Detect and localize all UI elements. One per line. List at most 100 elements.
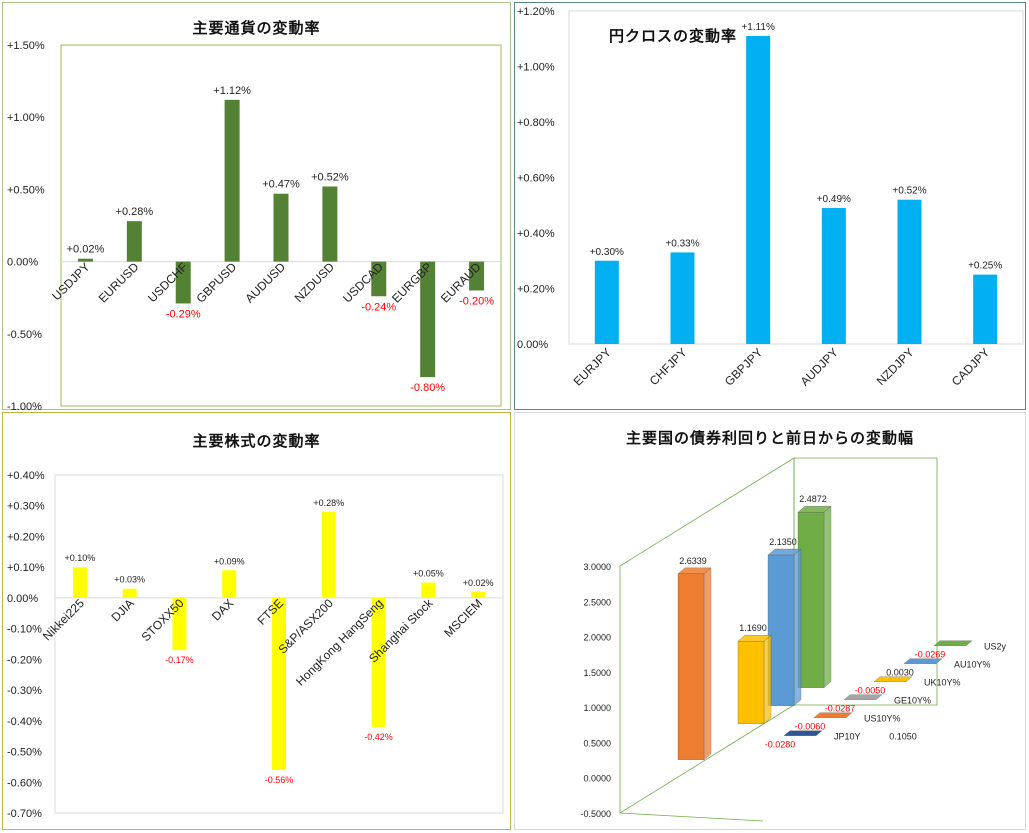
data-label: +0.47%: [262, 179, 300, 191]
category-label: CHFJPY: [647, 345, 690, 388]
category-label: AUDJPY: [798, 345, 841, 388]
y-tick-label: 2.0000: [583, 633, 611, 643]
data-label: -0.29%: [166, 308, 201, 320]
y-tick-label: -0.50%: [7, 747, 42, 759]
y-tick-label: -0.40%: [7, 716, 42, 728]
y-tick-label: 3.0000: [583, 562, 611, 572]
bar: [371, 261, 387, 297]
change-bar: [933, 640, 973, 646]
chart-title: 円クロスの変動率: [608, 28, 737, 45]
data-label: +0.02%: [67, 244, 105, 256]
bar: [126, 221, 142, 262]
data-label: +0.28%: [313, 498, 344, 508]
change-value-label: -0.0269: [915, 650, 946, 660]
yield-value-label: 1.1690: [739, 623, 767, 633]
y-tick-label: -0.20%: [7, 654, 42, 666]
data-label: +0.02%: [463, 578, 494, 588]
category-label: NZDUSD: [292, 260, 337, 305]
chart-title: 主要株式の変動率: [192, 433, 321, 450]
y-tick-label: 0.00%: [517, 339, 548, 351]
currency-chart-canvas: +1.50% +1.00% +0.50% 0.00% -0.50% -1.00% +0.02…: [7, 40, 502, 411]
y-tick-label: +0.20%: [7, 531, 45, 543]
data-label: +0.33%: [665, 238, 699, 249]
y-tick-label: +0.40%: [517, 228, 555, 240]
y-tick-label: +0.40%: [7, 470, 45, 482]
data-label: -0.20%: [459, 295, 494, 307]
bond-yield-chart: 主要国の債券利回りと前日からの変動幅 3.0000 2.5000 2.0000 1.5…: [514, 412, 1026, 830]
yen-cross-change-chart: 円クロスの変動率 +1.20% +1.00% +0.80% +0.60% +0.40% +…: [514, 2, 1026, 410]
data-label: +0.30%: [590, 247, 624, 258]
series-axis-label: US10Y%: [864, 714, 901, 724]
yield-bar: [737, 641, 765, 724]
category-label: EURJPY: [571, 345, 614, 388]
category-label: Nikkei225: [40, 596, 87, 643]
change-value-label: 0.0030: [886, 668, 914, 678]
y-tick-label: -0.10%: [7, 624, 42, 636]
bar: [172, 597, 187, 651]
yen-cross-chart-canvas: +1.20% +1.00% +0.80% +0.60% +0.40% +0.20% 0.00…: [517, 6, 1024, 389]
category-label: GBPUSD: [193, 260, 239, 306]
bar: [371, 597, 386, 727]
yield-bar: [767, 554, 795, 706]
bar: [272, 597, 286, 770]
data-label: -0.56%: [265, 775, 294, 785]
yield-bar-side: [793, 548, 802, 707]
plot-area: [60, 44, 502, 407]
chart-title: 主要国の債券利回りと前日からの変動幅: [625, 430, 914, 447]
y-tick-label: -0.60%: [7, 777, 42, 789]
change-bar: [843, 694, 883, 700]
series-axis-label: GE10Y%: [894, 696, 931, 706]
category-label: EURUSD: [96, 260, 142, 306]
data-label: -0.24%: [361, 301, 396, 313]
data-label: +1.11%: [741, 22, 775, 33]
data-label: +0.49%: [817, 194, 851, 205]
data-label: +0.28%: [116, 206, 154, 218]
yield-bar-side: [703, 567, 712, 761]
yield-value-label: 2.6339: [679, 556, 707, 566]
category-label: USDJPY: [49, 260, 92, 303]
bar: [122, 588, 137, 598]
bar: [322, 186, 338, 262]
y-tick-label: 1.0000: [583, 703, 611, 713]
bar: [222, 570, 237, 598]
y-tick-label: +0.50%: [7, 184, 45, 196]
y-tick-label: -0.50%: [7, 329, 42, 341]
y-tick-label: -0.30%: [7, 685, 42, 697]
y-tick-label: 1.5000: [583, 668, 611, 678]
yield-bar: [677, 573, 705, 760]
y-tick-label: +1.50%: [7, 40, 45, 52]
change-bar: [903, 658, 943, 664]
bar: [594, 260, 619, 344]
y-tick-label: +0.30%: [7, 501, 45, 513]
category-label: AUDUSD: [242, 260, 288, 306]
category-label: CADJPY: [949, 345, 992, 388]
data-label: +0.25%: [968, 261, 1002, 272]
bar: [321, 511, 336, 598]
change-value-label: -0.0287: [825, 704, 856, 714]
plot-area: [54, 474, 504, 814]
y-tick-label: +0.20%: [517, 284, 555, 296]
category-label: NZDJPY: [874, 345, 917, 388]
bar: [897, 199, 922, 344]
floor-edge: [619, 812, 764, 822]
change-bar: [813, 712, 853, 718]
data-label: +0.05%: [413, 569, 444, 579]
yield-bar-side: [823, 505, 832, 689]
bar: [469, 261, 485, 291]
data-label: -0.42%: [364, 732, 393, 742]
bar: [746, 35, 771, 344]
data-label: +0.09%: [214, 556, 245, 566]
data-label: +0.52%: [311, 172, 349, 184]
bar: [471, 591, 486, 598]
bar: [420, 261, 436, 378]
data-label: -0.80%: [410, 382, 445, 394]
yield-bar: [797, 512, 825, 688]
currency-change-chart: 主要通貨の変動率 +1.50% +1.00% +0.50% 0.00% -0.50% -1…: [2, 2, 511, 411]
stock-change-chart: 主要株式の変動率 +0.40% +0.30% +0.20% +0.10% 0.00% -0…: [2, 412, 511, 830]
data-label: +1.12%: [213, 85, 251, 97]
chart-title: 主要通貨の変動率: [192, 20, 321, 37]
series-axis-label: JP10Y: [834, 732, 861, 742]
category-label: DJIA: [108, 596, 136, 624]
category-label: GBPJPY: [722, 345, 765, 388]
y-tick-label: +0.60%: [517, 173, 555, 185]
